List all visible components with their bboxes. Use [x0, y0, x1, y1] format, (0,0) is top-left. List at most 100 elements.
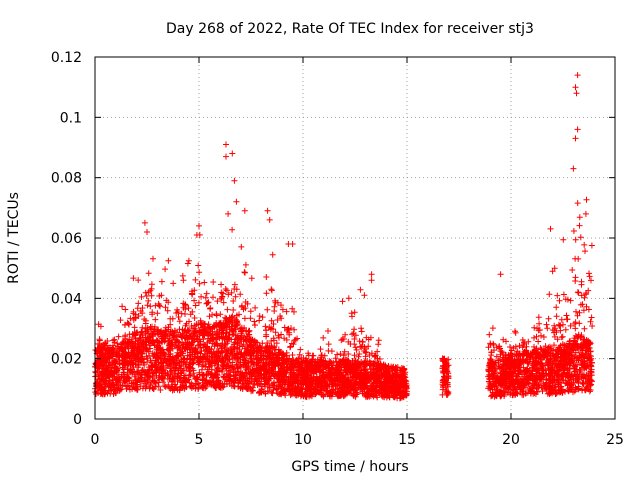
data-point [168, 368, 174, 375]
data-point [165, 257, 172, 264]
data-point [167, 315, 174, 322]
data-point [169, 375, 176, 382]
data-point [180, 277, 187, 284]
data-point [170, 280, 177, 287]
data-point [127, 315, 134, 322]
data-point [145, 330, 152, 337]
data-point [325, 328, 331, 334]
data-point [588, 242, 595, 249]
data-point [576, 222, 583, 229]
data-point [117, 317, 124, 324]
data-point [122, 306, 129, 313]
data-point [567, 297, 574, 304]
data-point [191, 297, 198, 304]
data-point [278, 302, 284, 309]
data-point [231, 341, 238, 348]
data-point [364, 358, 371, 365]
data-point [192, 276, 199, 283]
data-point [242, 305, 249, 312]
data-point [230, 307, 237, 313]
data-point [553, 304, 560, 311]
data-point [263, 274, 270, 280]
data-point [241, 269, 248, 276]
data-point [545, 315, 552, 322]
data-point [351, 352, 358, 359]
data-point [238, 303, 245, 310]
data-point [573, 308, 579, 315]
data-point [222, 286, 229, 292]
data-point [167, 321, 174, 328]
data-point [288, 340, 295, 347]
data-point [546, 291, 553, 298]
data-point [191, 315, 198, 321]
data-point [154, 310, 161, 317]
data-point [289, 352, 296, 358]
data-point [375, 337, 382, 344]
data-point [486, 331, 493, 338]
data-point [374, 348, 381, 355]
data-point [268, 287, 275, 294]
data-point [365, 343, 372, 350]
data-point [242, 261, 249, 268]
data-point [489, 325, 496, 332]
data-point [340, 352, 347, 359]
data-point [256, 317, 263, 324]
grid [95, 57, 615, 419]
data-point [271, 382, 278, 389]
data-point [186, 364, 193, 371]
data-point [353, 346, 360, 353]
data-point [581, 325, 588, 332]
data-point [298, 355, 305, 362]
data-point [158, 278, 165, 285]
data-point [150, 353, 156, 360]
data-point [583, 196, 590, 203]
data-point [206, 313, 213, 320]
data-point [115, 333, 122, 340]
data-point [139, 366, 146, 373]
data-point [164, 307, 171, 314]
data-point [157, 387, 164, 393]
data-point [557, 327, 564, 334]
data-point [538, 332, 544, 339]
data-point [252, 304, 259, 311]
data-point [278, 331, 285, 338]
data-point [544, 325, 551, 332]
data-point [138, 293, 145, 300]
data-point [320, 334, 327, 341]
data-point [149, 309, 156, 316]
data-point [247, 353, 254, 360]
data-point [581, 241, 588, 248]
data-point [173, 352, 180, 359]
data-point [576, 320, 583, 327]
data-point [242, 369, 249, 376]
data-point [291, 326, 298, 333]
data-point [202, 294, 209, 301]
data-point [281, 324, 288, 331]
data-point [578, 278, 585, 285]
data-point [220, 299, 227, 306]
data-point [345, 351, 352, 357]
data-point [251, 322, 258, 329]
data-point [204, 300, 211, 306]
data-point [347, 341, 354, 347]
data-point [142, 325, 149, 332]
data-point [198, 293, 205, 300]
data-point [145, 270, 152, 277]
data-point [357, 286, 364, 293]
data-point [142, 289, 149, 296]
data-point [149, 385, 156, 392]
data-point [303, 355, 310, 362]
data-point [582, 248, 588, 255]
data-point [576, 214, 583, 221]
data-point [209, 311, 216, 318]
data-point [516, 342, 523, 349]
data-point [139, 305, 146, 311]
data-point [196, 280, 203, 287]
data-point [235, 368, 242, 375]
data-point [145, 297, 152, 304]
data-point [247, 308, 254, 315]
data-point [270, 321, 277, 327]
data-point [574, 289, 581, 296]
data-point [279, 306, 286, 313]
